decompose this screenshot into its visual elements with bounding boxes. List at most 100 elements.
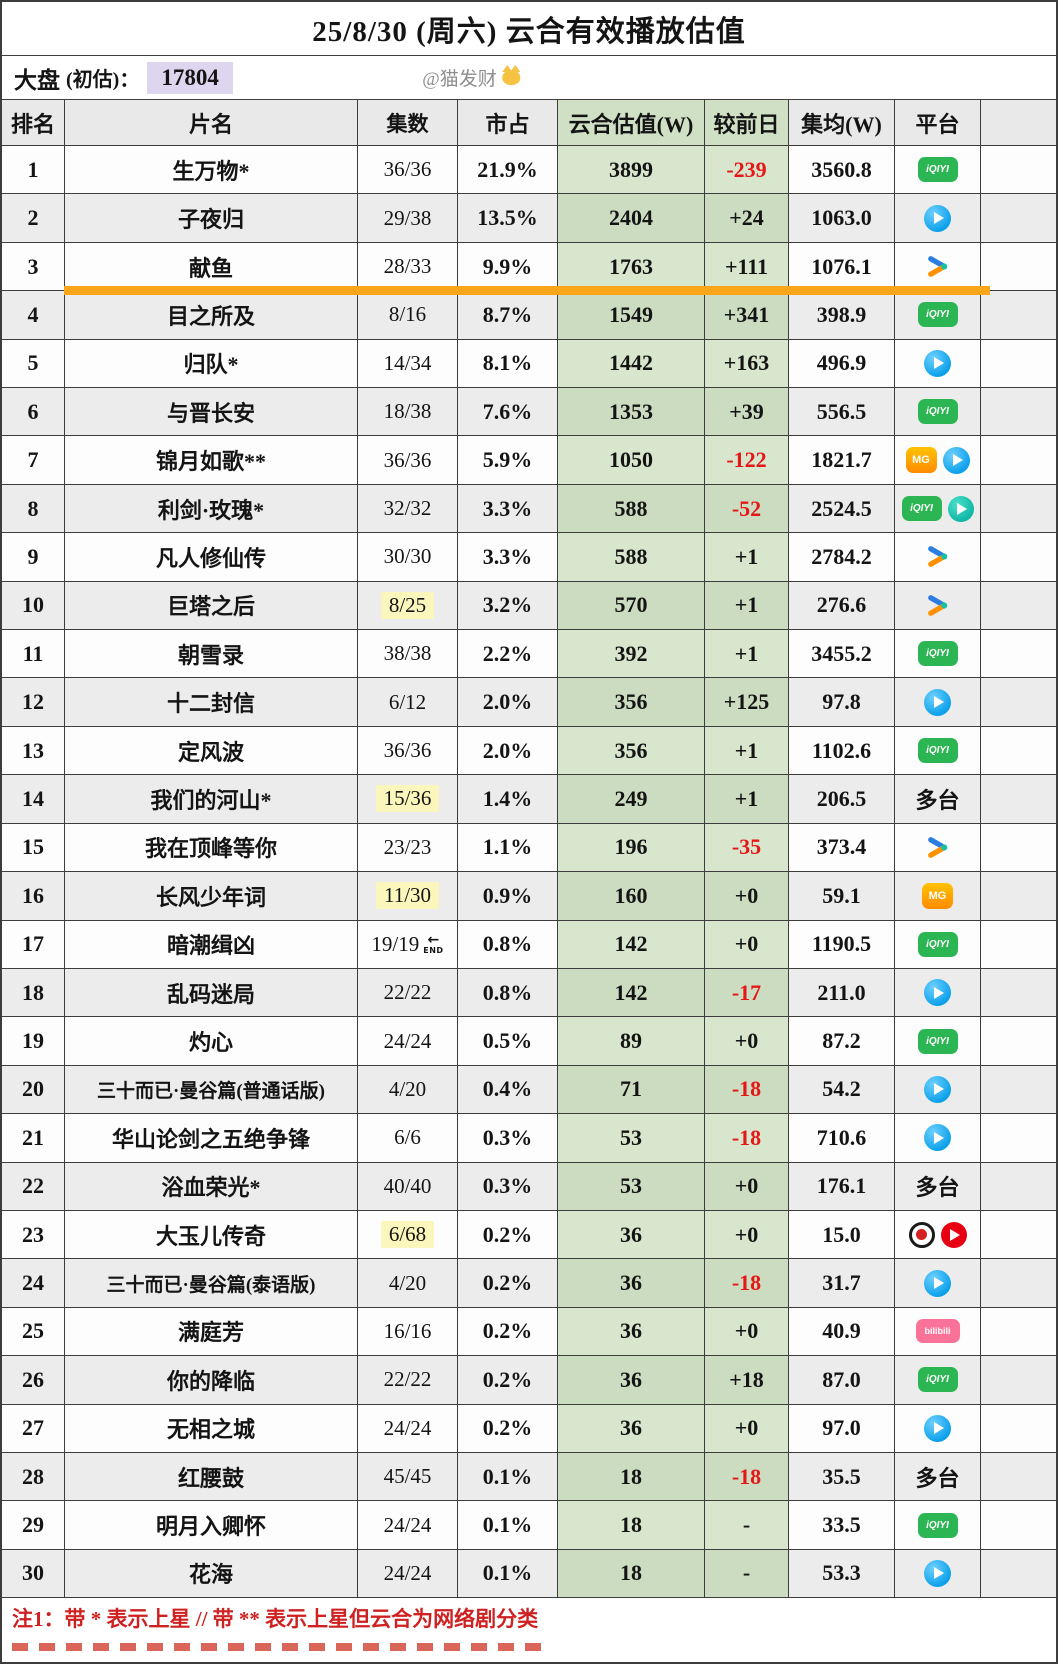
author-handle: @猫发财 — [422, 64, 520, 91]
iqiyi-icon: iQIYI — [917, 641, 958, 667]
table-row: 10 巨塔之后 8/25 3.2% 570 +1 276.6 — [2, 581, 1056, 631]
tencent-icon — [925, 835, 950, 860]
market-info-row: 大盘 (初估)： 17804 @猫发财 — [2, 56, 1056, 100]
episodes-cell: 45/45 — [358, 1452, 458, 1501]
extra-cell — [981, 1356, 1056, 1403]
rank-cell: 20 — [2, 1065, 65, 1114]
episodes-value: 36/36 — [383, 157, 432, 182]
extra-cell — [981, 921, 1056, 968]
table-row: 8 利剑·玫瑰* 32/32 3.3% 588 -52 2524.5 iQIYI — [2, 484, 1056, 534]
estimate-cell: 36 — [558, 1210, 705, 1259]
multi-platform-label: 多台 — [915, 1465, 960, 1491]
delta-cell: +1 — [705, 630, 789, 678]
extra-cell — [981, 969, 1056, 1016]
avg-cell: 1076.1 — [789, 242, 895, 291]
extra-cell — [981, 1017, 1056, 1064]
platform-cell: iQIYI — [895, 726, 981, 775]
extra-cell — [981, 291, 1056, 338]
title-cell: 锦月如歌** — [65, 436, 358, 484]
extra-cell — [981, 678, 1056, 725]
share-cell: 7.6% — [458, 388, 558, 436]
youku-icon — [924, 1075, 951, 1103]
delta-cell: +0 — [705, 1017, 789, 1065]
avg-cell: 1190.5 — [789, 920, 895, 968]
table-row: 3 献鱼 28/33 9.9% 1763 +111 1076.1 — [2, 242, 1056, 296]
share-cell: 2.0% — [458, 726, 558, 775]
estimate-cell: 71 — [558, 1065, 705, 1114]
rank-cell: 2 — [2, 194, 65, 242]
rank-cell: 6 — [2, 388, 65, 436]
rank-cell: 19 — [2, 1017, 65, 1065]
avg-cell: 176.1 — [789, 1162, 895, 1210]
rank-cell: 22 — [2, 1162, 65, 1210]
episodes-value: 4/20 — [388, 1076, 427, 1101]
table-row: 22 浴血荣光* 40/40 0.3% 53 +0 176.1 多台 — [2, 1162, 1056, 1211]
table-row: 26 你的降临 22/22 0.2% 36 +18 87.0 iQIYI — [2, 1356, 1056, 1405]
rank-cell: 18 — [2, 968, 65, 1017]
header-estimate: 云合估值(W) — [558, 100, 705, 145]
avg-cell: 1821.7 — [789, 436, 895, 484]
platform-cell — [895, 242, 981, 291]
avg-cell: 97.0 — [789, 1404, 895, 1452]
delta-cell: +0 — [705, 872, 789, 920]
platform-cell: iQIYI — [895, 1356, 981, 1404]
share-cell: 0.2% — [458, 1210, 558, 1259]
footnote-text: 注1：带 * 表示上星 // 带 ** 表示上星但云合为网络剧分类 — [12, 1607, 539, 1631]
avg-cell: 2524.5 — [789, 484, 895, 533]
episodes-value: 6/12 — [388, 689, 427, 714]
extra-cell — [981, 1405, 1056, 1452]
estimate-cell: 36 — [558, 1307, 705, 1356]
avg-cell: 2784.2 — [789, 533, 895, 581]
estimate-cell: 142 — [558, 968, 705, 1017]
share-cell: 0.8% — [458, 920, 558, 968]
tencent-circle-icon — [947, 495, 974, 522]
share-cell: 0.1% — [458, 1452, 558, 1501]
delta-cell: +1 — [705, 775, 789, 823]
avg-cell: 31.7 — [789, 1259, 895, 1307]
platform-cell — [895, 1259, 981, 1307]
table-row: 17 暗潮缉凶 19/19 ← END 0.8% 142 +0 1190.5 iQIYI — [2, 920, 1056, 969]
extra-cell — [981, 630, 1056, 677]
table-row: 27 无相之城 24/24 0.2% 36 +0 97.0 — [2, 1404, 1056, 1453]
extra-cell — [981, 824, 1056, 871]
rank-cell: 5 — [2, 339, 65, 388]
share-cell: 21.9% — [458, 146, 558, 194]
episodes-value: 6/6 — [394, 1125, 421, 1150]
episodes-cell: 40/40 — [358, 1162, 458, 1210]
platform-cell: iQIYI — [895, 484, 981, 533]
rank-cell: 1 — [2, 146, 65, 194]
share-cell: 0.5% — [458, 1017, 558, 1065]
share-cell: 0.1% — [458, 1501, 558, 1549]
platform-cell: iQIYI — [895, 630, 981, 678]
extra-cell — [981, 1501, 1056, 1548]
rank-cell: 15 — [2, 823, 65, 872]
avg-cell: 556.5 — [789, 388, 895, 436]
estimate-cell: 36 — [558, 1404, 705, 1452]
avg-cell: 87.2 — [789, 1017, 895, 1065]
share-cell: 0.9% — [458, 872, 558, 920]
platform-cell: 多台 — [895, 1452, 981, 1501]
delta-cell: -52 — [705, 484, 789, 533]
delta-cell: +39 — [705, 388, 789, 436]
header-delta: 较前日 — [705, 100, 789, 145]
episodes-cell: 8/16 — [358, 291, 458, 339]
extra-cell — [981, 1163, 1056, 1210]
avg-cell: 398.9 — [789, 291, 895, 339]
platform-cell: iQIYI — [895, 291, 981, 339]
avg-cell: 53.3 — [789, 1549, 895, 1598]
iqiyi-icon: iQIYI — [917, 931, 958, 957]
share-cell: 0.3% — [458, 1162, 558, 1210]
share-cell: 3.2% — [458, 581, 558, 630]
episodes-cell: 24/24 — [358, 1404, 458, 1452]
episodes-cell: 32/32 — [358, 484, 458, 533]
table-row: 7 锦月如歌** 36/36 5.9% 1050 -122 1821.7 MG — [2, 436, 1056, 485]
extra-cell — [981, 1114, 1056, 1161]
title-cell: 朝雪录 — [65, 630, 358, 678]
episodes-cell: 36/36 — [358, 436, 458, 484]
estimate-cell: 356 — [558, 726, 705, 775]
red-ring-icon — [908, 1221, 935, 1248]
table-row: 15 我在顶峰等你 23/23 1.1% 196 -35 373.4 — [2, 823, 1056, 873]
episodes-value: 14/34 — [383, 350, 432, 375]
episodes-value: 36/36 — [383, 447, 432, 472]
